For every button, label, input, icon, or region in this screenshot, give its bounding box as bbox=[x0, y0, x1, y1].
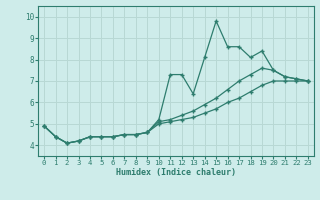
X-axis label: Humidex (Indice chaleur): Humidex (Indice chaleur) bbox=[116, 168, 236, 177]
